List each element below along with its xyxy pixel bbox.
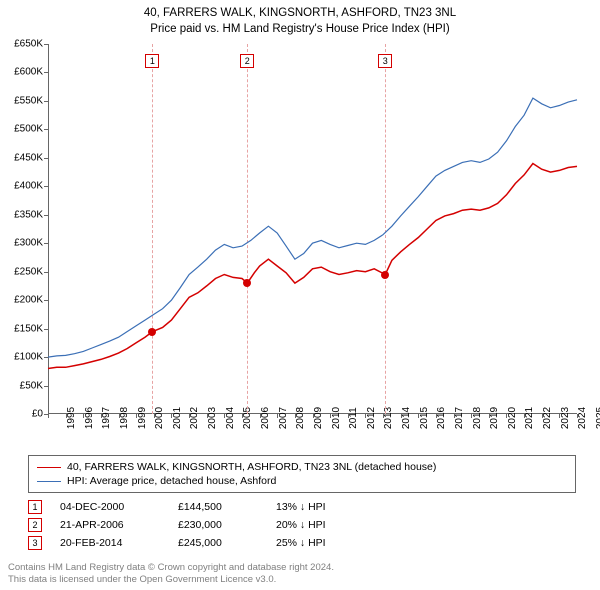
y-tick-label: £100K (14, 352, 43, 363)
y-tick-label: £350K (14, 209, 43, 220)
y-tick-label: £250K (14, 266, 43, 277)
footer-line-1: Contains HM Land Registry data © Crown c… (8, 562, 334, 574)
y-tick-label: £550K (14, 95, 43, 106)
event-price: £245,000 (178, 537, 258, 549)
event-date: 04-DEC-2000 (60, 501, 160, 513)
legend-label: 40, FARRERS WALK, KINGSNORTH, ASHFORD, T… (67, 461, 436, 473)
event-date: 20-FEB-2014 (60, 537, 160, 549)
event-pct: 20% ↓ HPI (276, 519, 366, 531)
y-tick-label: £0 (32, 409, 43, 420)
event-table-badge: 2 (28, 518, 42, 532)
footer-line-2: This data is licensed under the Open Gov… (8, 574, 334, 586)
series-line-property (48, 164, 577, 369)
legend-swatch (37, 481, 61, 482)
event-pct: 13% ↓ HPI (276, 501, 366, 513)
event-date: 21-APR-2006 (60, 519, 160, 531)
series-line-hpi (48, 98, 577, 357)
y-tick-label: £500K (14, 124, 43, 135)
y-tick-label: £450K (14, 152, 43, 163)
y-tick-label: £650K (14, 39, 43, 50)
title-line-1: 40, FARRERS WALK, KINGSNORTH, ASHFORD, T… (0, 6, 600, 22)
title-line-2: Price paid vs. HM Land Registry's House … (0, 22, 600, 38)
y-tick-label: £50K (20, 380, 43, 391)
event-price: £230,000 (178, 519, 258, 531)
x-tick-label: 2025 (577, 407, 600, 429)
event-price: £144,500 (178, 501, 258, 513)
chart-titles: 40, FARRERS WALK, KINGSNORTH, ASHFORD, T… (0, 0, 600, 37)
legend-row: 40, FARRERS WALK, KINGSNORTH, ASHFORD, T… (37, 460, 567, 474)
events-table: 1 04-DEC-2000 £144,500 13% ↓ HPI 2 21-APR-200… (28, 498, 366, 552)
chart-lines (48, 44, 577, 414)
y-tick-label: £600K (14, 67, 43, 78)
event-pct: 25% ↓ HPI (276, 537, 366, 549)
event-table-row: 2 21-APR-2006 £230,000 20% ↓ HPI (28, 516, 366, 534)
y-tick-label: £150K (14, 323, 43, 334)
legend-label: HPI: Average price, detached house, Ashf… (67, 475, 276, 487)
footer-attribution: Contains HM Land Registry data © Crown c… (8, 562, 334, 586)
event-table-row: 3 20-FEB-2014 £245,000 25% ↓ HPI (28, 534, 366, 552)
y-tick-label: £300K (14, 238, 43, 249)
y-tick-label: £200K (14, 295, 43, 306)
legend-swatch (37, 467, 61, 468)
event-table-row: 1 04-DEC-2000 £144,500 13% ↓ HPI (28, 498, 366, 516)
legend-box: 40, FARRERS WALK, KINGSNORTH, ASHFORD, T… (28, 455, 576, 493)
event-table-badge: 1 (28, 500, 42, 514)
chart-area: £0£50K£100K£150K£200K£250K£300K£350K£400… (48, 44, 577, 414)
event-table-badge: 3 (28, 536, 42, 550)
legend-row: HPI: Average price, detached house, Ashf… (37, 474, 567, 488)
y-tick-label: £400K (14, 181, 43, 192)
